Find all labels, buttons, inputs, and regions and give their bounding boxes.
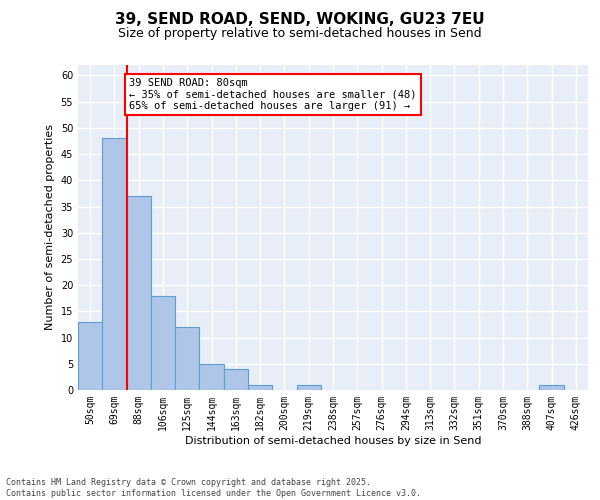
Text: 39 SEND ROAD: 80sqm
← 35% of semi-detached houses are smaller (48)
65% of semi-d: 39 SEND ROAD: 80sqm ← 35% of semi-detach… — [129, 78, 416, 112]
Bar — [78, 322, 102, 390]
Text: Contains HM Land Registry data © Crown copyright and database right 2025.
Contai: Contains HM Land Registry data © Crown c… — [6, 478, 421, 498]
Bar — [175, 327, 199, 390]
Text: 39, SEND ROAD, SEND, WOKING, GU23 7EU: 39, SEND ROAD, SEND, WOKING, GU23 7EU — [115, 12, 485, 28]
Bar — [151, 296, 175, 390]
X-axis label: Distribution of semi-detached houses by size in Send: Distribution of semi-detached houses by … — [185, 436, 481, 446]
Text: Size of property relative to semi-detached houses in Send: Size of property relative to semi-detach… — [118, 28, 482, 40]
Bar — [248, 385, 272, 390]
Bar — [127, 196, 151, 390]
Bar — [539, 385, 564, 390]
Bar — [296, 385, 321, 390]
Bar — [224, 369, 248, 390]
Bar — [102, 138, 127, 390]
Bar — [199, 364, 224, 390]
Y-axis label: Number of semi-detached properties: Number of semi-detached properties — [45, 124, 55, 330]
